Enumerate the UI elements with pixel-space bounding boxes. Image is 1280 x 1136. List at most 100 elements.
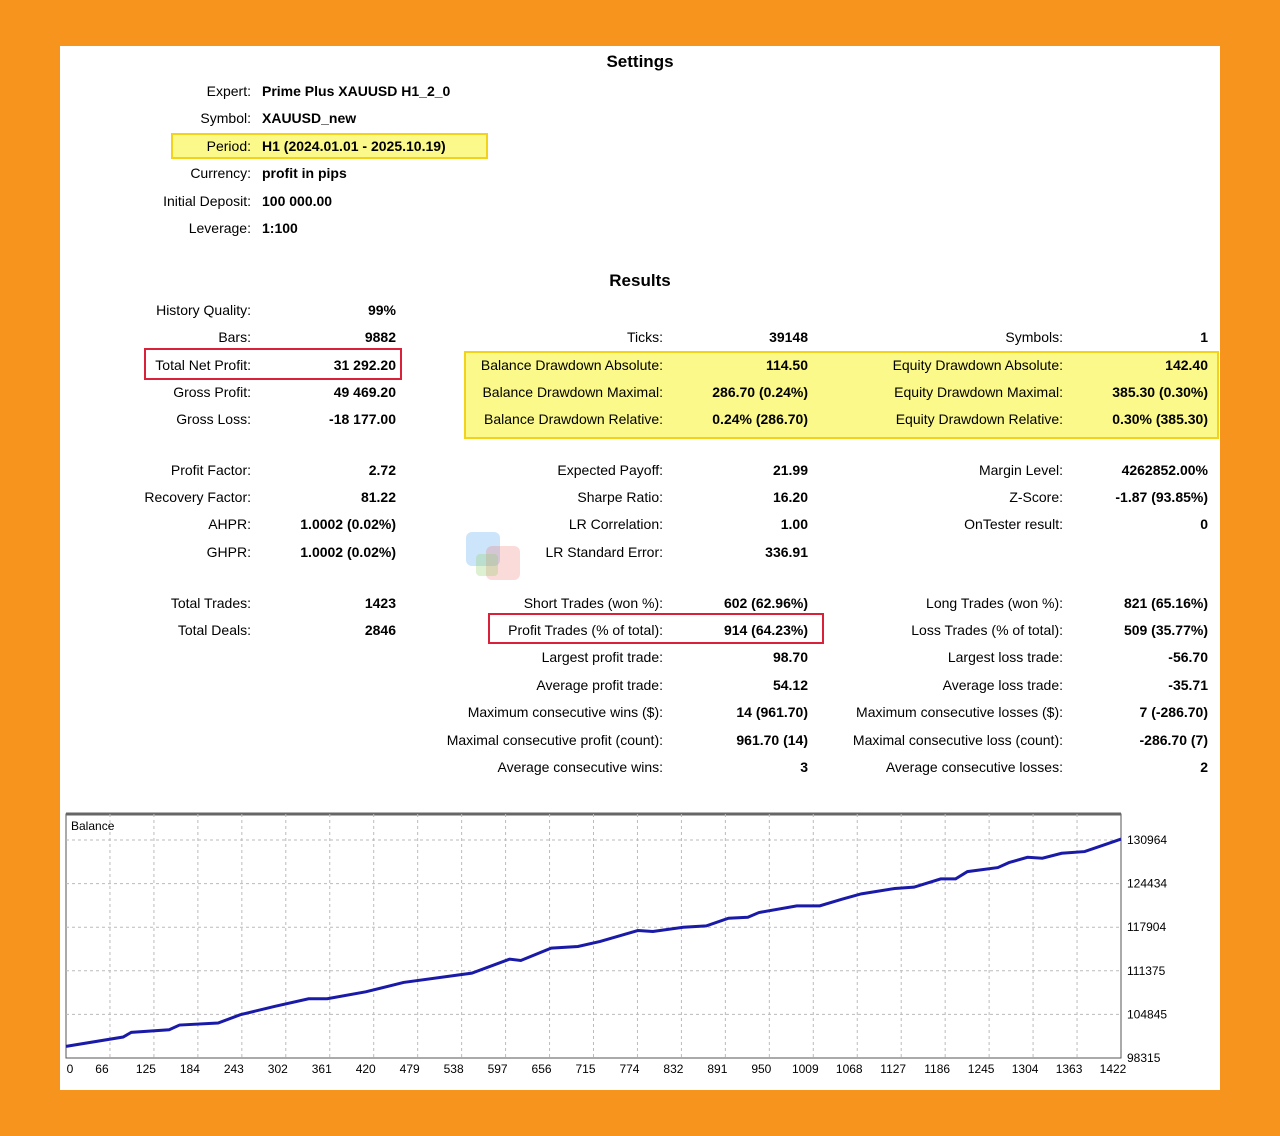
- result-value: 14 (961.70): [736, 704, 808, 720]
- result-label: Ticks:: [626, 329, 663, 345]
- y-tick-label: 98315: [1127, 1051, 1161, 1065]
- result-value: 9882: [364, 329, 396, 345]
- result-value: 0.30% (385.30): [1112, 411, 1208, 427]
- result-value: 4262852.00%: [1121, 462, 1208, 478]
- settings-label: Expert:: [206, 83, 251, 99]
- result-label: Expected Payoff:: [557, 462, 663, 478]
- settings-title: Settings: [606, 52, 674, 71]
- y-tick-label: 117904: [1127, 920, 1166, 934]
- result-label: Profit Trades (% of total):: [508, 622, 663, 638]
- result-label: Balance Drawdown Absolute:: [480, 357, 663, 373]
- x-tick-label: 0: [67, 1062, 74, 1076]
- x-tick-label: 1127: [880, 1062, 906, 1076]
- x-tick-label: 1304: [1012, 1062, 1039, 1076]
- result-label: OnTester result:: [964, 516, 1063, 532]
- result-value: 336.91: [765, 544, 808, 560]
- result-label: Average profit trade:: [536, 677, 663, 693]
- x-tick-label: 891: [707, 1062, 727, 1076]
- x-tick-label: 420: [356, 1062, 376, 1076]
- chart-title: Balance: [71, 819, 115, 833]
- result-value: 961.70 (14): [736, 732, 808, 748]
- x-tick-label: 184: [180, 1062, 200, 1076]
- result-value: 142.40: [1165, 357, 1208, 373]
- result-value: 114.50: [765, 357, 808, 373]
- x-tick-label: 597: [488, 1062, 508, 1076]
- result-value: 81.22: [360, 489, 396, 505]
- result-value: 21.99: [772, 462, 808, 478]
- y-tick-label: 111375: [1127, 964, 1166, 978]
- y-tick-label: 104845: [1127, 1007, 1167, 1021]
- result-value: 914 (64.23%): [723, 622, 808, 638]
- result-value: 385.30 (0.30%): [1112, 384, 1208, 400]
- result-label: GHPR:: [206, 544, 251, 560]
- result-label: Maximum consecutive wins ($):: [467, 704, 663, 720]
- result-label: Largest profit trade:: [541, 649, 663, 665]
- result-label: Margin Level:: [978, 462, 1063, 478]
- net-profit-highlight: [144, 348, 402, 380]
- result-value: -1.87 (93.85%): [1115, 489, 1208, 505]
- result-label: Maximal consecutive loss (count):: [852, 732, 1063, 748]
- result-label: Short Trades (won %):: [523, 595, 663, 611]
- result-value: 31 292.20: [333, 357, 396, 373]
- result-value: 602 (62.96%): [723, 595, 808, 611]
- settings-label: Leverage:: [188, 220, 251, 236]
- x-tick-label: 479: [400, 1062, 420, 1076]
- result-label: Bars:: [218, 329, 251, 345]
- result-label: Equity Drawdown Maximal:: [894, 384, 1063, 400]
- result-value: 0: [1200, 516, 1208, 532]
- result-label: Long Trades (won %):: [926, 595, 1063, 611]
- result-label: Maximum consecutive losses ($):: [856, 704, 1063, 720]
- profit-trades-highlight: [488, 613, 824, 644]
- result-value: 1.0002 (0.02%): [300, 516, 396, 532]
- result-label: Average consecutive losses:: [885, 759, 1063, 775]
- period-highlight: [171, 133, 488, 159]
- x-tick-label: 1009: [792, 1062, 819, 1076]
- x-tick-label: 1363: [1056, 1062, 1083, 1076]
- x-tick-label: 774: [619, 1062, 639, 1076]
- result-value: -18 177.00: [329, 411, 396, 427]
- settings-value: XAUUSD_new: [262, 110, 357, 127]
- settings-value: Prime Plus XAUUSD H1_2_0: [262, 83, 451, 99]
- result-value: 39148: [769, 329, 808, 345]
- settings-value: 100 000.00: [262, 192, 333, 209]
- result-value: 3: [800, 759, 808, 775]
- report-sheet: Settings Results Expert: Prime Plus XAUUSD …: [60, 46, 1220, 1090]
- result-value: 49 469.20: [333, 384, 396, 400]
- x-tick-label: 361: [312, 1062, 332, 1076]
- settings-label: Symbol:: [200, 110, 251, 127]
- result-label: Total Net Profit:: [155, 357, 251, 373]
- x-tick-label: 302: [268, 1062, 288, 1076]
- result-label: Maximal consecutive profit (count):: [446, 732, 663, 748]
- result-label: Total Deals:: [177, 622, 251, 638]
- result-label: Equity Drawdown Absolute:: [892, 357, 1063, 373]
- result-label: Equity Drawdown Relative:: [895, 411, 1063, 427]
- x-tick-label: 1245: [968, 1062, 995, 1076]
- result-label: Symbols:: [1005, 329, 1063, 345]
- result-value: -56.70: [1168, 649, 1208, 665]
- result-label: Profit Factor:: [170, 462, 251, 478]
- result-value: -286.70 (7): [1139, 732, 1208, 748]
- balance-chart: 0 66 125 184 243 302 361 420 479 538 597 656 715 774 8…: [65, 812, 1167, 1076]
- x-tick-label: 950: [751, 1062, 771, 1076]
- watermark-logo: [466, 532, 520, 580]
- x-tick-label: 1422: [1100, 1062, 1127, 1076]
- result-value: 286.70 (0.24%): [712, 384, 808, 400]
- settings-value: profit in pips: [262, 165, 347, 182]
- x-tick-label: 538: [444, 1062, 464, 1076]
- settings-label: Initial Deposit:: [163, 192, 251, 209]
- result-value: 2846: [364, 622, 396, 638]
- result-label: Balance Drawdown Relative:: [484, 411, 663, 427]
- result-label: LR Standard Error:: [545, 544, 664, 560]
- x-tick-label: 125: [136, 1062, 156, 1076]
- result-label: Average consecutive wins:: [497, 759, 664, 775]
- y-tick-label: 124434: [1127, 877, 1167, 891]
- x-tick-label: 715: [575, 1062, 595, 1076]
- settings-value: 1:100: [262, 220, 298, 236]
- settings-value: H1 (2024.01.01 - 2025.10.19): [262, 137, 446, 154]
- result-value: 16.20: [772, 489, 808, 505]
- balance-line: [65, 837, 1122, 1048]
- result-value: 509 (35.77%): [1123, 622, 1208, 638]
- result-label: Total Trades:: [170, 595, 251, 611]
- results-title: Results: [609, 271, 671, 290]
- result-label: Loss Trades (% of total):: [911, 622, 1063, 638]
